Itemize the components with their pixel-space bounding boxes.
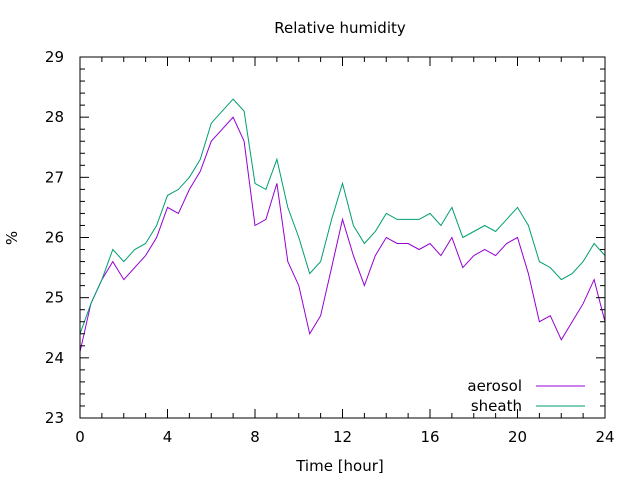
axes-layer: 0 4 8 12 16 20 24 23 24 25 26 27 28 29	[45, 48, 615, 446]
x-tick-label: 8	[250, 428, 260, 446]
y-tick-label: 29	[45, 48, 64, 66]
x-tick-label: 20	[508, 428, 527, 446]
y-tick-label: 26	[45, 229, 64, 247]
y-tick-label: 23	[45, 409, 64, 427]
y-tick-label: 25	[45, 289, 64, 307]
x-axis-label: Time [hour]	[295, 457, 384, 475]
x-tick-label: 24	[595, 428, 614, 446]
legend-label-sheath: sheath	[471, 397, 522, 415]
legend: aerosol sheath	[467, 377, 585, 415]
plot-frame	[79, 56, 606, 419]
y-tick-label: 24	[45, 349, 64, 367]
legend-label-aerosol: aerosol	[467, 377, 522, 395]
chart-title: Relative humidity	[274, 19, 406, 37]
series-line-aerosol	[79, 116, 606, 352]
y-tick-label: 28	[45, 108, 64, 126]
y-axis-label: %	[3, 231, 21, 245]
x-tick-label: 16	[420, 428, 439, 446]
x-tick-label: 4	[163, 428, 173, 446]
x-tick-label: 12	[333, 428, 352, 446]
series-layer	[79, 98, 606, 352]
series-line-sheath	[79, 98, 606, 334]
y-tick-label: 27	[45, 168, 64, 186]
x-tick-label: 0	[75, 428, 85, 446]
